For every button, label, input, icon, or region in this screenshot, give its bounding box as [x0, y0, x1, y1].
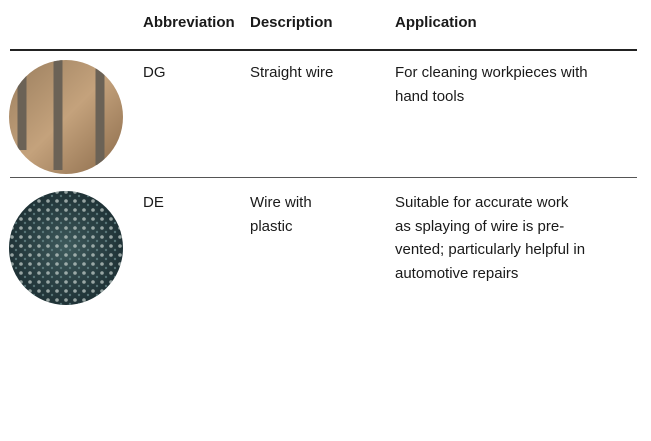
application-line: as splaying of wire is pre- [395, 217, 565, 235]
header-cell: Application [395, 14, 477, 31]
application-line: Suitable for accurate work [395, 194, 569, 211]
description-line: Straight wire [250, 64, 334, 81]
plastic-wire-image [9, 191, 123, 305]
wire-brush-image [9, 60, 123, 174]
header-rule [10, 49, 637, 51]
description-line: plastic [250, 217, 293, 235]
application-line: automotive repairs [395, 264, 519, 282]
application-line: vented; particularly helpful in [395, 241, 586, 258]
row-rule [10, 177, 637, 178]
abbreviation-cell: DG [143, 64, 166, 81]
application-line: hand tools [395, 87, 465, 105]
description-line: Wire with [250, 194, 312, 211]
header-cell: Description [250, 14, 333, 31]
header-cell: Abbreviation [143, 14, 235, 31]
abbreviation-cell: DE [143, 194, 164, 211]
application-line: For cleaning workpieces with [395, 64, 588, 81]
